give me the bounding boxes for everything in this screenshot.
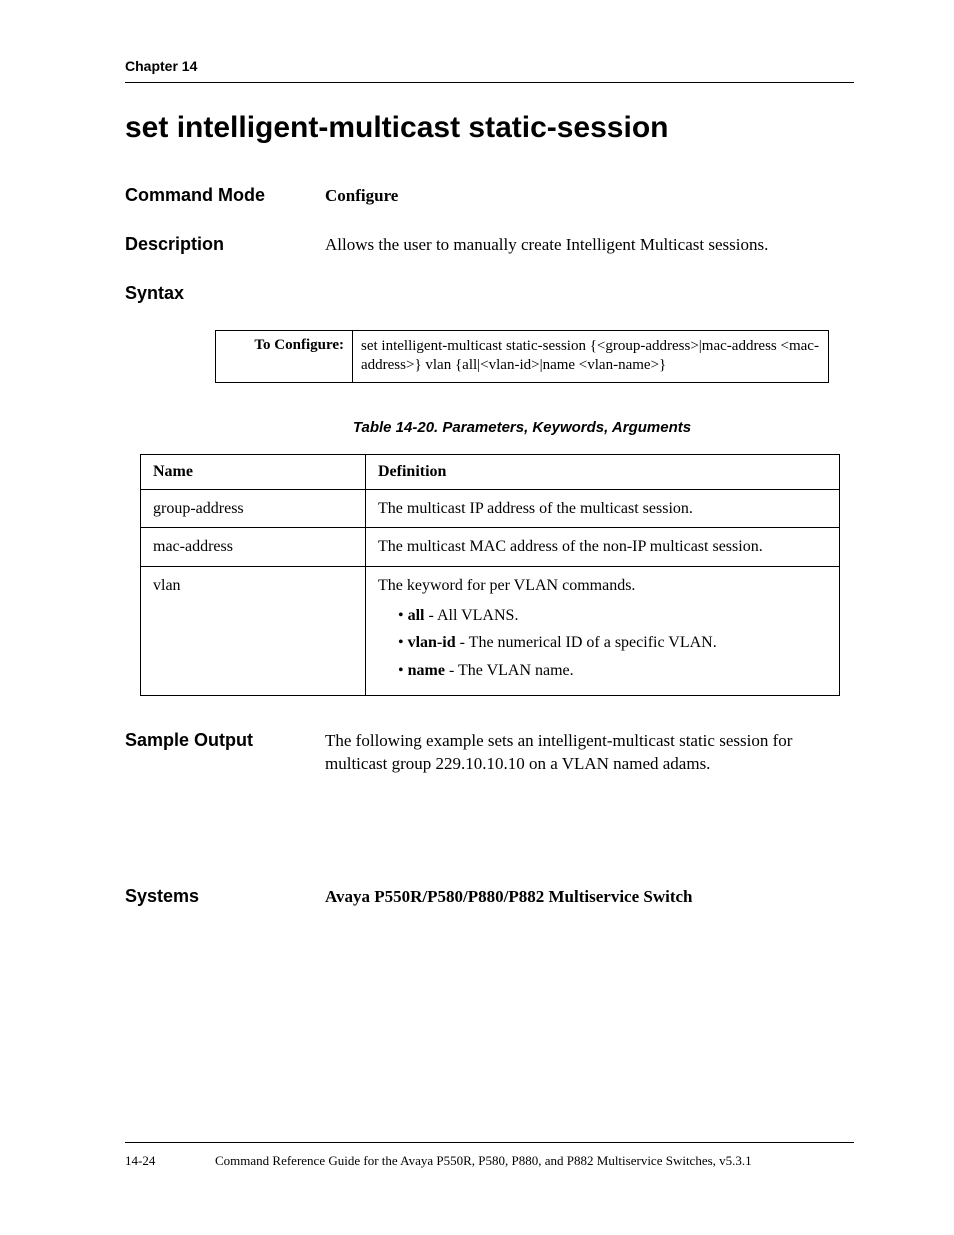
params-bullet-bold: vlan-id: [408, 634, 456, 651]
syntax-row-right: set intelligent-multicast static-session…: [353, 330, 829, 382]
params-bullet-list: all - All VLANS. vlan-id - The numerical…: [398, 605, 827, 682]
params-bullet: name - The VLAN name.: [398, 660, 827, 682]
params-bullet-bold: name: [408, 662, 445, 679]
page-footer: 14-24 Command Reference Guide for the Av…: [125, 1142, 854, 1169]
params-row: group-address The multicast IP address o…: [141, 489, 840, 528]
command-mode-label: Command Mode: [125, 185, 325, 206]
params-row: vlan The keyword for per VLAN commands. …: [141, 567, 840, 696]
params-bullet-rest: - All VLANS.: [425, 607, 519, 624]
params-row-definition: The keyword for per VLAN commands. all -…: [366, 567, 840, 696]
params-bullet-rest: - The numerical ID of a specific VLAN.: [456, 634, 717, 651]
systems-value: Avaya P550R/P580/P880/P882 Multiservice …: [325, 886, 854, 909]
sample-output-row: Sample Output The following example sets…: [125, 730, 854, 776]
syntax-row-left: To Configure:: [216, 330, 353, 382]
command-mode-value: Configure: [325, 185, 854, 208]
params-row-definition-text: The keyword for per VLAN commands.: [378, 577, 635, 594]
params-row: mac-address The multicast MAC address of…: [141, 528, 840, 567]
params-row-name: vlan: [141, 567, 366, 696]
params-header-name: Name: [141, 454, 366, 489]
description-row: Description Allows the user to manually …: [125, 234, 854, 257]
params-row-name: group-address: [141, 489, 366, 528]
params-header-row: Name Definition: [141, 454, 840, 489]
systems-label: Systems: [125, 886, 325, 907]
sample-output-label: Sample Output: [125, 730, 325, 751]
description-value: Allows the user to manually create Intel…: [325, 234, 854, 257]
params-header-definition: Definition: [366, 454, 840, 489]
page-title: set intelligent-multicast static-session: [125, 111, 854, 145]
params-bullet-rest: - The VLAN name.: [445, 662, 574, 679]
command-mode-row: Command Mode Configure: [125, 185, 854, 208]
params-bullet: vlan-id - The numerical ID of a specific…: [398, 632, 827, 654]
footer-page-number: 14-24: [125, 1153, 215, 1169]
syntax-label: Syntax: [125, 283, 854, 304]
syntax-table: To Configure: set intelligent-multicast …: [215, 330, 829, 383]
params-bullet: all - All VLANS.: [398, 605, 827, 627]
params-row-name: mac-address: [141, 528, 366, 567]
sample-output-value: The following example sets an intelligen…: [325, 730, 854, 776]
syntax-row: To Configure: set intelligent-multicast …: [216, 330, 829, 382]
chapter-header: Chapter 14: [125, 58, 854, 83]
params-bullet-bold: all: [408, 607, 425, 624]
description-label: Description: [125, 234, 325, 255]
params-row-definition: The multicast MAC address of the non-IP …: [366, 528, 840, 567]
params-row-definition: The multicast IP address of the multicas…: [366, 489, 840, 528]
footer-text: Command Reference Guide for the Avaya P5…: [215, 1153, 854, 1169]
page: Chapter 14 set intelligent-multicast sta…: [0, 0, 954, 1235]
systems-row: Systems Avaya P550R/P580/P880/P882 Multi…: [125, 886, 854, 909]
params-table: Name Definition group-address The multic…: [140, 454, 840, 697]
params-table-caption: Table 14-20. Parameters, Keywords, Argum…: [215, 419, 829, 436]
